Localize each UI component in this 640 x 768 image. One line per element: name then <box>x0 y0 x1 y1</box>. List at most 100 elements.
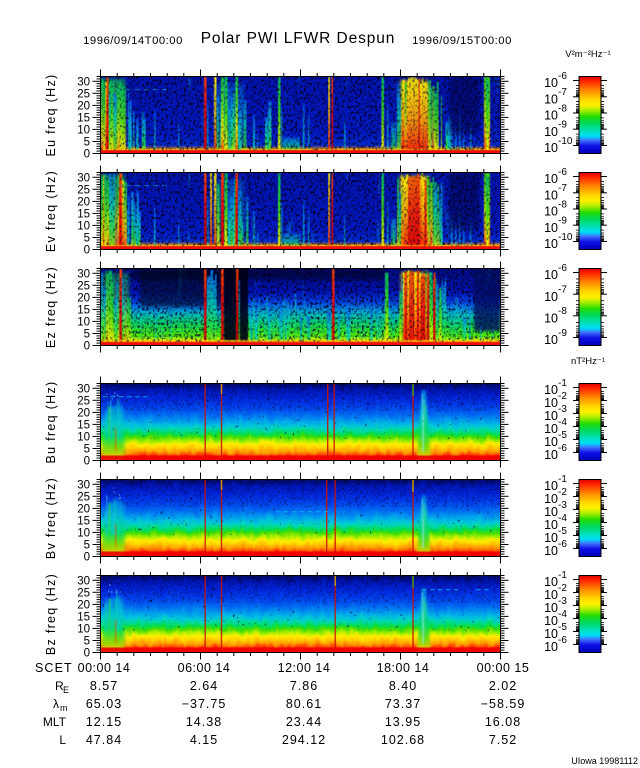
svg-text:5: 5 <box>84 329 90 341</box>
svg-text:V²m⁻²Hz⁻¹: V²m⁻²Hz⁻¹ <box>565 49 610 60</box>
svg-text:0: 0 <box>84 245 90 257</box>
svg-text:5: 5 <box>84 636 90 648</box>
svg-text:80.61: 80.61 <box>286 697 322 711</box>
svg-text:10: 10 <box>544 492 558 506</box>
svg-text:1996/09/15T00:00: 1996/09/15T00:00 <box>412 35 512 47</box>
svg-text:10: 10 <box>544 518 558 532</box>
svg-text:13.95: 13.95 <box>385 715 421 729</box>
svg-text:10: 10 <box>544 544 558 558</box>
svg-text:10: 10 <box>544 125 558 139</box>
svg-text:Ev freq (Hz): Ev freq (Hz) <box>44 170 58 252</box>
svg-text:25: 25 <box>77 587 90 599</box>
svg-text:λ: λ <box>53 697 59 711</box>
svg-text:8.40: 8.40 <box>389 679 417 693</box>
svg-text:10: 10 <box>77 220 90 232</box>
svg-text:15: 15 <box>77 304 90 316</box>
svg-text:10: 10 <box>544 575 558 589</box>
svg-text:10: 10 <box>544 396 558 410</box>
svg-text:-7: -7 <box>558 285 567 296</box>
svg-text:25: 25 <box>77 491 90 503</box>
svg-text:0: 0 <box>84 456 90 468</box>
svg-text:Bz freq (Hz): Bz freq (Hz) <box>44 573 58 655</box>
svg-text:06:00 14: 06:00 14 <box>178 661 231 675</box>
svg-text:−58.59: −58.59 <box>481 697 526 711</box>
svg-text:Eu freq (Hz): Eu freq (Hz) <box>44 74 58 157</box>
svg-text:-3: -3 <box>558 404 567 415</box>
svg-text:00:00 15: 00:00 15 <box>477 661 530 675</box>
svg-text:-4: -4 <box>558 513 567 524</box>
svg-text:-9: -9 <box>558 328 567 339</box>
svg-text:10: 10 <box>544 290 558 304</box>
svg-text:-2: -2 <box>558 487 567 498</box>
svg-text:-4: -4 <box>558 609 567 620</box>
svg-text:-5: -5 <box>558 526 567 537</box>
svg-text:0: 0 <box>84 648 90 660</box>
svg-text:20: 20 <box>77 100 90 112</box>
svg-text:L: L <box>59 733 66 747</box>
svg-text:10: 10 <box>544 205 558 219</box>
svg-text:10: 10 <box>544 448 558 462</box>
svg-text:10: 10 <box>544 409 558 423</box>
svg-text:-6: -6 <box>558 71 567 82</box>
svg-text:2.02: 2.02 <box>489 679 517 693</box>
svg-text:-1: -1 <box>558 570 567 581</box>
svg-text:-2: -2 <box>558 391 567 402</box>
svg-text:-7: -7 <box>558 183 567 194</box>
svg-text:-9: -9 <box>558 120 567 131</box>
svg-text:25: 25 <box>77 88 90 100</box>
svg-text:4.15: 4.15 <box>190 733 218 747</box>
svg-text:UIowa 19981112: UIowa 19981112 <box>571 756 638 766</box>
svg-text:10: 10 <box>544 312 558 326</box>
svg-text:10: 10 <box>544 422 558 436</box>
svg-text:15: 15 <box>77 611 90 623</box>
svg-text:30: 30 <box>77 479 90 491</box>
svg-text:-6: -6 <box>558 635 567 646</box>
svg-text:18:00 14: 18:00 14 <box>377 661 430 675</box>
svg-text:30: 30 <box>77 76 90 88</box>
svg-text:Bv freq (Hz): Bv freq (Hz) <box>44 477 58 559</box>
svg-text:00:00 14: 00:00 14 <box>78 661 131 675</box>
svg-text:10: 10 <box>544 601 558 615</box>
svg-text:-1: -1 <box>558 474 567 485</box>
svg-text:-6: -6 <box>558 539 567 550</box>
svg-text:10: 10 <box>544 531 558 545</box>
svg-text:−37.75: −37.75 <box>182 697 227 711</box>
svg-text:10: 10 <box>77 431 90 443</box>
svg-text:-8: -8 <box>558 103 567 114</box>
svg-text:25: 25 <box>77 280 90 292</box>
svg-text:10: 10 <box>77 623 90 635</box>
svg-text:-6: -6 <box>558 263 567 274</box>
svg-text:47.84: 47.84 <box>86 733 122 747</box>
svg-text:-2: -2 <box>558 583 567 594</box>
svg-text:10: 10 <box>544 221 558 235</box>
svg-text:1996/09/14T00:00: 1996/09/14T00:00 <box>83 35 183 47</box>
svg-text:7.86: 7.86 <box>290 679 318 693</box>
svg-text:nT²Hz⁻¹: nT²Hz⁻¹ <box>571 356 605 367</box>
svg-text:20: 20 <box>77 503 90 515</box>
svg-text:10: 10 <box>77 316 90 328</box>
svg-text:-6: -6 <box>558 443 567 454</box>
svg-text:15: 15 <box>77 112 90 124</box>
svg-text:20: 20 <box>77 407 90 419</box>
svg-text:-10: -10 <box>558 232 573 243</box>
svg-text:12:00 14: 12:00 14 <box>278 661 331 675</box>
svg-text:10: 10 <box>544 479 558 493</box>
svg-text:SCET: SCET <box>35 661 73 675</box>
svg-text:10: 10 <box>544 268 558 282</box>
svg-text:10: 10 <box>77 124 90 136</box>
svg-text:10: 10 <box>544 333 558 347</box>
svg-text:10: 10 <box>544 614 558 628</box>
svg-text:10: 10 <box>544 588 558 602</box>
svg-text:-5: -5 <box>558 430 567 441</box>
svg-text:15: 15 <box>77 208 90 220</box>
svg-text:10: 10 <box>544 141 558 155</box>
svg-text:294.12: 294.12 <box>282 733 326 747</box>
svg-text:12.15: 12.15 <box>86 715 122 729</box>
svg-text:30: 30 <box>77 268 90 280</box>
svg-text:m: m <box>60 703 68 713</box>
svg-text:-8: -8 <box>558 199 567 210</box>
svg-text:20: 20 <box>77 599 90 611</box>
svg-text:10: 10 <box>544 505 558 519</box>
svg-text:7.52: 7.52 <box>489 733 517 747</box>
svg-text:10: 10 <box>544 435 558 449</box>
